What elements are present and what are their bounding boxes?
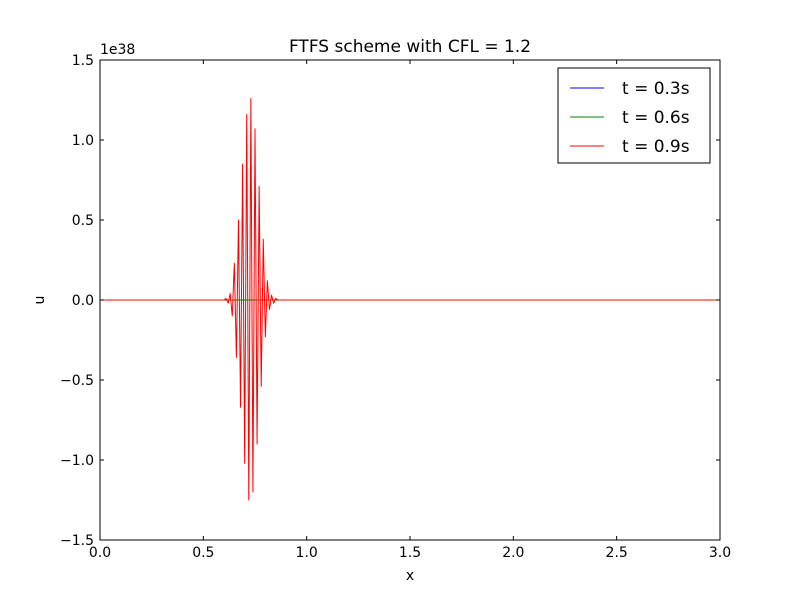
y-tick-label: 1.5 bbox=[72, 53, 94, 69]
x-axis-label: x bbox=[406, 568, 414, 584]
y-tick-label: 1.0 bbox=[72, 133, 94, 149]
series-line-3 bbox=[100, 97, 720, 501]
x-tick-label: 3.0 bbox=[709, 545, 731, 561]
x-tick-label: 2.0 bbox=[502, 545, 524, 561]
y-offset-label: 1e38 bbox=[100, 42, 135, 58]
plot-lines bbox=[100, 97, 720, 501]
y-tick-label: −1.5 bbox=[60, 533, 94, 549]
x-tick-label: 0.0 bbox=[89, 545, 111, 561]
x-tick-label: 0.5 bbox=[192, 545, 214, 561]
ticks: 0.0 0.5 1.0 1.5 2.0 2.5 3.0 −1.5 −1.0 −0.5 0.0 0.5 1… bbox=[60, 53, 731, 561]
x-tick-label: 1.0 bbox=[296, 545, 318, 561]
x-tick-label: 1.5 bbox=[399, 545, 421, 561]
legend-label-1: t = 0.3s bbox=[622, 79, 690, 99]
y-axis-label: u bbox=[32, 296, 48, 305]
legend: t = 0.3s t = 0.6s t = 0.9s bbox=[557, 67, 711, 164]
legend-box bbox=[557, 67, 711, 164]
y-tick-label: −1.0 bbox=[60, 453, 94, 469]
x-tick-label: 2.5 bbox=[606, 545, 628, 561]
legend-label-2: t = 0.6s bbox=[622, 108, 690, 128]
y-tick-label: 0.5 bbox=[72, 213, 94, 229]
legend-label-3: t = 0.9s bbox=[622, 137, 690, 157]
y-tick-label: 0.0 bbox=[72, 293, 94, 309]
y-tick-label: −0.5 bbox=[60, 373, 94, 389]
chart-title: FTFS scheme with CFL = 1.2 bbox=[289, 37, 531, 57]
